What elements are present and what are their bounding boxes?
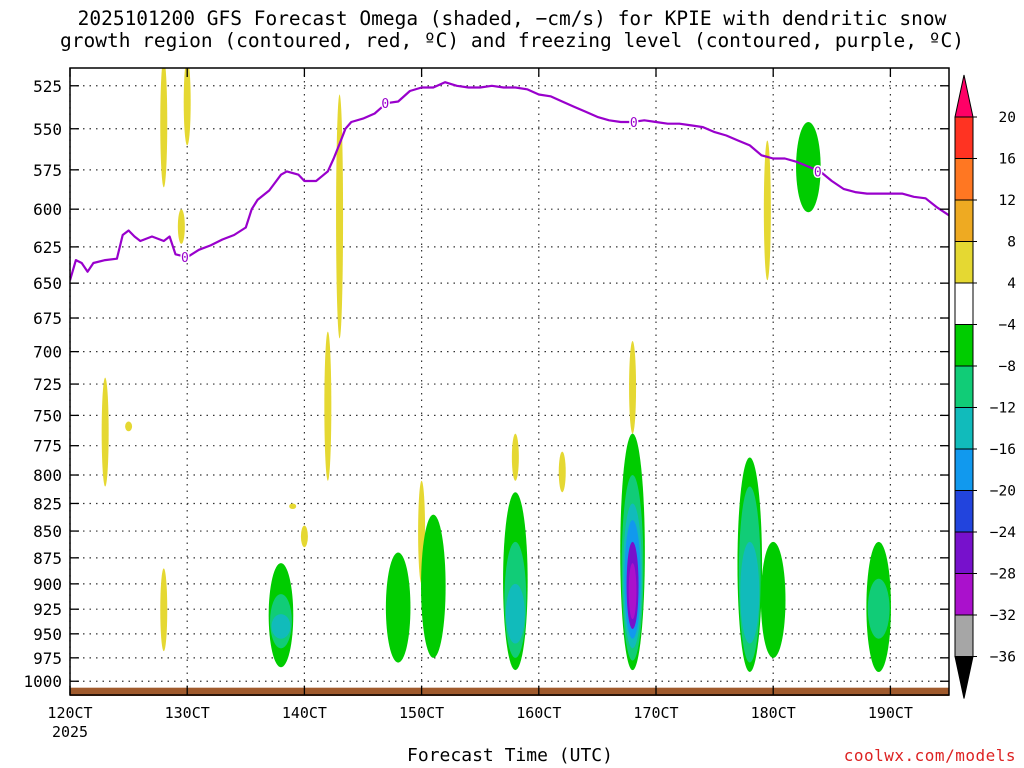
y-tick-label: 800	[33, 466, 62, 485]
omega-cell	[628, 563, 637, 620]
colorbar-label: −28	[990, 567, 1016, 583]
x-axis-label: Forecast Time (UTC)	[407, 745, 613, 766]
ground-surface	[70, 687, 949, 696]
y-tick-label: 625	[33, 238, 62, 257]
colorbar-bin	[954, 241, 974, 284]
colorbar-bin	[954, 199, 974, 242]
colorbar-bin	[954, 324, 974, 367]
y-tick-label: 700	[33, 343, 62, 362]
colorbar-bin	[954, 158, 974, 201]
colorbar-label: 12	[999, 193, 1016, 209]
chart-title: 2025101200 GFS Forecast Omega (shaded, −…	[0, 8, 1024, 52]
omega-cell	[101, 377, 109, 487]
x-tick-label: 170CT	[633, 704, 678, 722]
omega-cell	[177, 209, 185, 244]
source-credit: coolwx.com/models	[843, 746, 1016, 765]
omega-cell	[289, 503, 297, 510]
colorbar-label: 8	[1007, 235, 1016, 251]
omega-cell	[867, 578, 890, 639]
omega-cell	[763, 140, 771, 281]
x-tick-label: 120CT	[47, 704, 92, 722]
y-tick-label: 575	[33, 161, 62, 180]
x-axis: 120CT 130CT 140CT 150CT 160CT 170CT 180CT 190CT…	[47, 68, 913, 741]
omega-cell	[421, 514, 446, 658]
y-tick-label: 650	[33, 274, 62, 293]
y-tick-label: 1000	[23, 672, 62, 691]
y-tick-label: 725	[33, 375, 62, 394]
x-tick-label: 130CT	[165, 704, 210, 722]
colorbar-bin	[954, 365, 974, 408]
freezing-level-label: 0	[381, 97, 389, 112]
omega-cell	[629, 341, 637, 434]
freezing-level-label: 0	[181, 251, 189, 266]
plot-frame	[69, 67, 950, 696]
y-tick-label: 900	[33, 575, 62, 594]
colorbar-label: −4	[999, 318, 1017, 334]
freezing-level-label: 0	[630, 116, 638, 131]
colorbar-label: 4	[1007, 276, 1016, 292]
freezing-level-line	[70, 81, 949, 281]
omega-cell	[160, 568, 168, 652]
colorbar-label: −20	[990, 484, 1016, 500]
colorbar-bin	[954, 448, 974, 491]
colorbar-top-arrow	[954, 74, 974, 118]
y-tick-label: 925	[33, 600, 62, 619]
colorbar-bin	[954, 531, 974, 574]
y-tick-label: 775	[33, 437, 62, 456]
y-tick-label: 750	[33, 406, 62, 425]
colorbar-bin	[954, 407, 974, 450]
y-axis: 525 550 575 600 625 650 675 700 725 750 775 800 825 8…	[23, 77, 949, 691]
omega-cell	[271, 614, 291, 639]
y-tick-label: 950	[33, 625, 62, 644]
y-tick-label: 550	[33, 120, 62, 139]
x-tick-label: 140CT	[282, 704, 327, 722]
omega-cells	[101, 68, 891, 672]
omega-cell	[125, 421, 133, 432]
y-tick-label: 975	[33, 649, 62, 668]
y-tick-label: 600	[33, 200, 62, 219]
x-tick-label: 190CT	[868, 704, 913, 722]
colorbar-label: −12	[990, 401, 1016, 417]
omega-cell	[385, 552, 411, 663]
omega-cell	[336, 94, 344, 339]
omega-cell	[324, 331, 332, 481]
omega-cell	[183, 68, 191, 146]
chart-title-line-2: growth region (contoured, red, ºC) and f…	[60, 29, 964, 52]
colorbar-bin	[954, 282, 974, 325]
colorbar-label: −24	[990, 525, 1016, 541]
freezing-level-label: 0	[814, 165, 822, 180]
colorbar-label: −16	[990, 442, 1016, 458]
x-tick-label: 150CT	[399, 704, 444, 722]
omega-cell	[511, 433, 519, 481]
colorbar-bin	[954, 116, 974, 159]
y-tick-label: 850	[33, 522, 62, 541]
colorbar-label: −32	[990, 608, 1016, 624]
omega-cell	[740, 541, 760, 644]
x-sub-label: 2025	[52, 723, 88, 741]
omega-cell	[160, 68, 168, 188]
colorbar-label: 20	[999, 110, 1016, 126]
colorbar: 20 16 12 8 4 −4 −8 −12 −16 −20 −24 −28 −32 −36	[954, 74, 1017, 699]
omega-cell	[505, 583, 525, 644]
y-tick-label: 675	[33, 309, 62, 328]
colorbar-bin	[954, 490, 974, 533]
omega-cell	[760, 541, 786, 658]
chart-title-line-1: 2025101200 GFS Forecast Omega (shaded, −…	[77, 7, 947, 30]
y-tick-label: 825	[33, 494, 62, 513]
colorbar-bin	[954, 614, 974, 657]
x-tick-label: 180CT	[751, 704, 796, 722]
colorbar-bottom-arrow	[954, 656, 974, 699]
omega-cell	[558, 451, 566, 493]
colorbar-bin	[954, 573, 974, 616]
y-tick-label: 875	[33, 549, 62, 568]
x-tick-label: 160CT	[516, 704, 561, 722]
colorbar-label: −36	[990, 650, 1016, 666]
omega-cell	[300, 525, 308, 548]
colorbar-label: 16	[999, 152, 1016, 168]
colorbar-label: −8	[999, 359, 1016, 375]
y-tick-label: 525	[33, 77, 62, 96]
